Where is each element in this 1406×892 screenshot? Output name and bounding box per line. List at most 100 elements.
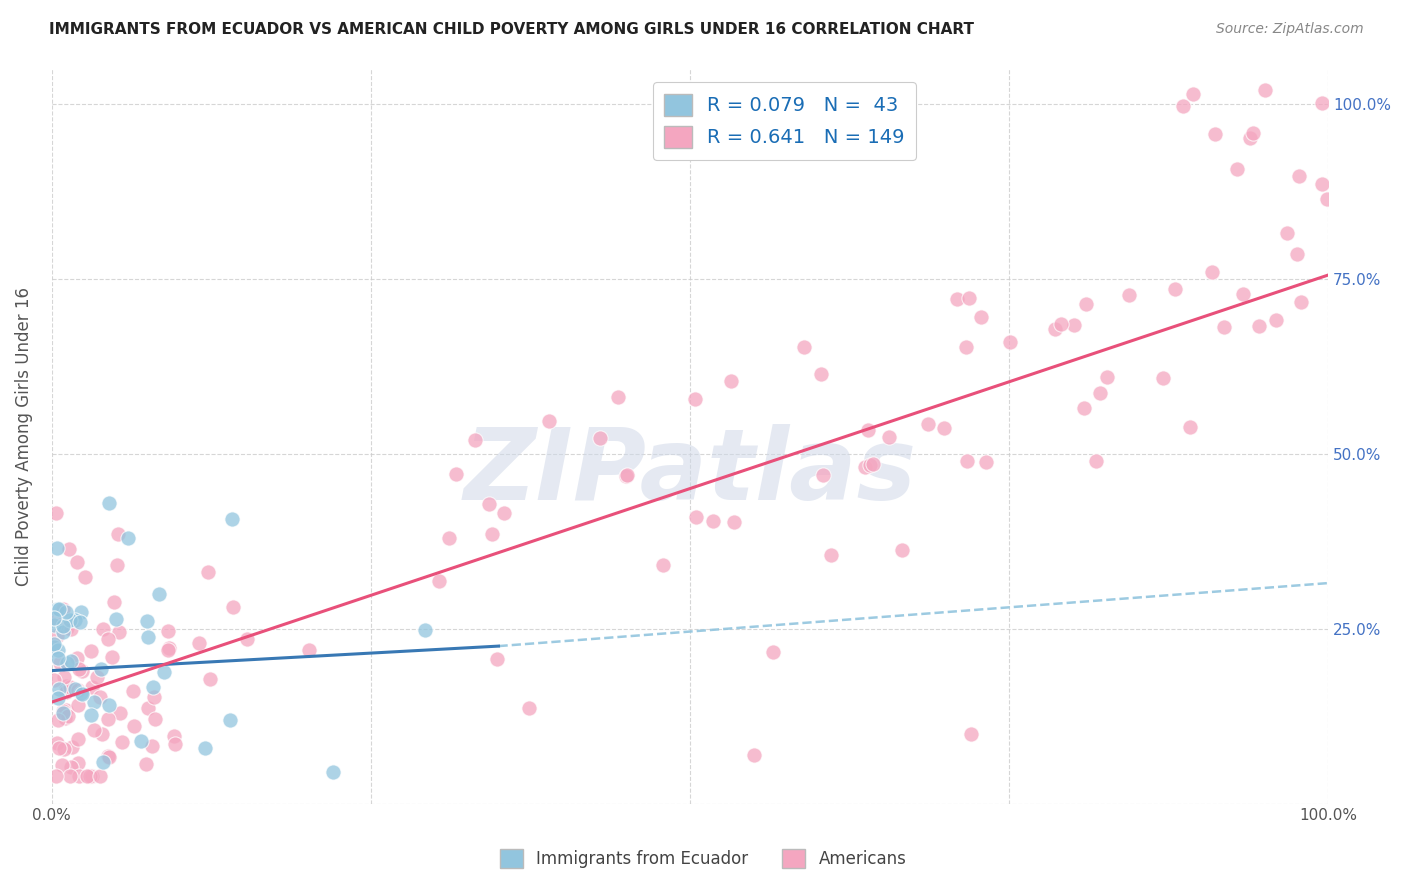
Point bbox=[136, 630, 159, 644]
Point bbox=[69, 615, 91, 629]
Point bbox=[52, 704, 75, 718]
Point bbox=[80, 769, 103, 783]
Point bbox=[1118, 288, 1140, 302]
Point bbox=[853, 460, 876, 475]
Point bbox=[46, 650, 69, 665]
Point bbox=[44, 618, 66, 632]
Point bbox=[46, 629, 69, 643]
Point bbox=[97, 712, 120, 726]
Point bbox=[148, 587, 170, 601]
Point bbox=[1063, 318, 1085, 332]
Point bbox=[955, 341, 977, 355]
Point bbox=[103, 595, 125, 609]
Point bbox=[1264, 312, 1286, 326]
Point bbox=[1164, 282, 1187, 296]
Point bbox=[91, 727, 114, 741]
Point bbox=[143, 712, 166, 726]
Point bbox=[187, 636, 209, 650]
Point bbox=[46, 691, 69, 706]
Point bbox=[197, 566, 219, 580]
Point bbox=[48, 602, 70, 616]
Point bbox=[1050, 317, 1073, 331]
Point bbox=[236, 632, 259, 647]
Point bbox=[1253, 83, 1275, 97]
Point bbox=[55, 680, 77, 694]
Point bbox=[97, 749, 120, 764]
Point bbox=[80, 680, 103, 694]
Point bbox=[143, 690, 166, 705]
Point bbox=[221, 512, 243, 526]
Point bbox=[76, 769, 98, 783]
Point bbox=[67, 769, 90, 783]
Point bbox=[1074, 297, 1097, 311]
Point bbox=[1288, 169, 1310, 183]
Point bbox=[1204, 127, 1226, 141]
Point bbox=[59, 622, 82, 636]
Point bbox=[55, 685, 77, 699]
Point bbox=[481, 527, 503, 541]
Point bbox=[60, 740, 83, 755]
Point bbox=[52, 706, 75, 720]
Point bbox=[1000, 335, 1022, 350]
Point bbox=[486, 652, 509, 666]
Point bbox=[45, 506, 67, 520]
Point bbox=[51, 758, 73, 772]
Point bbox=[478, 497, 501, 511]
Point bbox=[859, 458, 882, 472]
Legend: R = 0.079   N =  43, R = 0.641   N = 149: R = 0.079 N = 43, R = 0.641 N = 149 bbox=[652, 82, 917, 160]
Point bbox=[1310, 96, 1333, 111]
Legend: Immigrants from Ecuador, Americans: Immigrants from Ecuador, Americans bbox=[494, 842, 912, 875]
Point bbox=[427, 574, 450, 589]
Point bbox=[46, 602, 69, 616]
Point bbox=[83, 696, 105, 710]
Point bbox=[1181, 87, 1204, 101]
Point bbox=[1289, 294, 1312, 309]
Point bbox=[957, 291, 980, 305]
Point bbox=[1084, 454, 1107, 468]
Point bbox=[79, 769, 101, 783]
Point bbox=[70, 664, 93, 678]
Point bbox=[932, 421, 955, 435]
Point bbox=[83, 723, 105, 737]
Point bbox=[163, 730, 186, 744]
Point bbox=[685, 510, 707, 524]
Point bbox=[121, 684, 143, 698]
Point bbox=[52, 742, 75, 756]
Point bbox=[589, 431, 612, 445]
Point bbox=[683, 392, 706, 406]
Point bbox=[437, 531, 460, 545]
Point bbox=[1201, 264, 1223, 278]
Point bbox=[97, 632, 120, 646]
Point bbox=[65, 555, 87, 569]
Point bbox=[1226, 161, 1249, 176]
Point bbox=[52, 618, 75, 632]
Point bbox=[97, 698, 120, 712]
Point bbox=[219, 713, 242, 727]
Point bbox=[48, 681, 70, 696]
Text: Source: ZipAtlas.com: Source: ZipAtlas.com bbox=[1216, 22, 1364, 37]
Point bbox=[974, 454, 997, 468]
Point bbox=[44, 673, 66, 687]
Point bbox=[111, 734, 134, 748]
Point bbox=[55, 657, 77, 671]
Point bbox=[820, 549, 842, 563]
Point bbox=[1073, 401, 1095, 416]
Point bbox=[107, 527, 129, 541]
Point bbox=[156, 624, 179, 639]
Point bbox=[651, 558, 673, 573]
Point bbox=[446, 467, 468, 482]
Point bbox=[136, 700, 159, 714]
Point bbox=[58, 708, 80, 723]
Point bbox=[70, 686, 93, 700]
Point bbox=[1090, 385, 1112, 400]
Point bbox=[862, 457, 884, 471]
Point bbox=[1239, 131, 1261, 145]
Y-axis label: Child Poverty Among Girls Under 16: Child Poverty Among Girls Under 16 bbox=[15, 286, 32, 585]
Point bbox=[1316, 193, 1339, 207]
Point bbox=[156, 643, 179, 657]
Point bbox=[66, 756, 89, 771]
Point bbox=[105, 558, 128, 572]
Point bbox=[945, 292, 967, 306]
Point bbox=[793, 340, 815, 354]
Point bbox=[52, 602, 75, 616]
